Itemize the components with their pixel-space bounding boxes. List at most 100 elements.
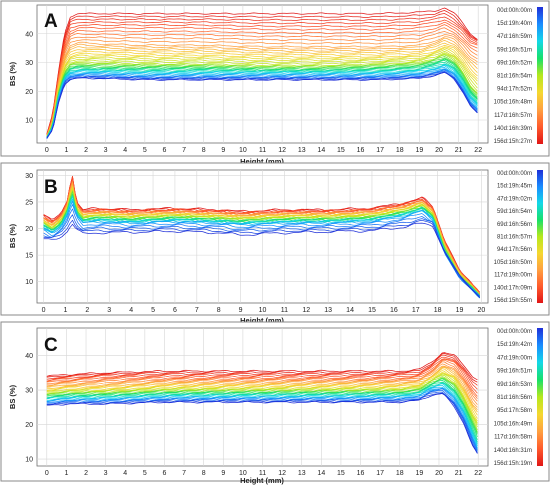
x-tick-label: 3 <box>107 307 111 314</box>
panel-a-x-axis-title: Height (mm) <box>240 157 284 166</box>
x-tick-label: 7 <box>182 470 186 477</box>
x-tick-label: 9 <box>239 307 243 314</box>
x-tick-label: 16 <box>357 147 365 154</box>
x-tick-label: 19 <box>456 307 464 314</box>
x-tick-label: 8 <box>202 470 206 477</box>
series-line <box>46 24 478 136</box>
x-tick-label: 9 <box>221 147 225 154</box>
legend-label: 59d:16h:51m <box>497 47 532 53</box>
x-tick-label: 16 <box>390 307 398 314</box>
legend-label: 156d:15h:55m <box>494 298 532 304</box>
x-tick-label: 1 <box>64 307 68 314</box>
series-line <box>46 45 478 138</box>
y-tick-label: 20 <box>25 89 33 96</box>
legend-label: 140d:17h:09m <box>494 285 532 291</box>
x-tick-label: 18 <box>396 147 404 154</box>
x-tick-label: 8 <box>217 307 221 314</box>
series-line <box>43 191 480 296</box>
panel-a-y-ticks: 10 20 30 40 <box>25 31 33 124</box>
series-line <box>46 13 478 135</box>
panel-b-y-ticks: 10 15 20 25 30 <box>25 173 33 286</box>
panel-c-y-axis-title: BS (%) <box>8 384 17 409</box>
x-tick-label: 11 <box>259 470 266 477</box>
x-tick-label: 20 <box>478 307 486 314</box>
legend-label: 69d:16h:53m <box>497 382 532 388</box>
series-line <box>43 195 480 297</box>
x-tick-label: 18 <box>396 470 404 477</box>
legend-label: 47d:19h:00m <box>497 355 532 361</box>
x-tick-label: 2 <box>84 147 88 154</box>
series-line <box>46 359 478 399</box>
series-line <box>46 54 478 137</box>
x-tick-label: 10 <box>239 470 247 477</box>
legend-label: 81d:16h:54m <box>497 74 532 80</box>
x-tick-label: 16 <box>357 470 365 477</box>
series-line <box>46 58 478 138</box>
series-line <box>46 52 478 138</box>
x-tick-label: 12 <box>278 470 286 477</box>
y-tick-label: 40 <box>25 353 33 360</box>
legend-label: 00d:00h:00m <box>497 8 532 14</box>
y-tick-label: 20 <box>25 422 33 429</box>
series-line <box>46 31 478 137</box>
y-tick-label: 25 <box>25 199 33 206</box>
series-line <box>46 377 478 432</box>
series-line <box>46 34 478 137</box>
panel-b-colorbar <box>537 170 543 303</box>
x-tick-label: 3 <box>104 147 108 154</box>
panel-c-series <box>46 352 478 454</box>
x-tick-label: 15 <box>337 147 345 154</box>
x-tick-label: 6 <box>173 307 177 314</box>
series-line <box>46 46 478 137</box>
legend-label: 105d:16h:50m <box>494 260 532 266</box>
series-line <box>43 196 480 296</box>
legend-label: 156d:15h:19m <box>494 461 532 467</box>
legend-label: 140d:16h:31m <box>494 448 532 454</box>
series-line <box>46 363 478 405</box>
x-tick-label: 13 <box>298 470 306 477</box>
legend-label: 94d:17h:52m <box>497 87 532 93</box>
panel-b-x-ticks: 0 1 2 3 4 5 6 7 8 9 10 11 12 13 14 15 16 17 18 19 20 <box>42 307 486 314</box>
legend-label: 59d:16h:54m <box>497 209 532 215</box>
series-line <box>46 354 478 386</box>
series-line <box>46 372 478 422</box>
panel-a-x-ticks: 0 1 2 3 4 5 6 7 8 9 10 11 12 13 14 15 16 17 18 19 20 21 22 <box>45 147 482 154</box>
x-tick-label: 3 <box>104 470 108 477</box>
panel-c-letter: C <box>44 335 58 356</box>
panel-c-x-axis-title: Height (mm) <box>240 476 284 485</box>
series-line <box>43 219 480 299</box>
x-tick-label: 7 <box>195 307 199 314</box>
series-line <box>43 181 480 295</box>
panel-c-legend: 00d:00h:00m 15d:19h:42m 47d:19h:00m 59d:16h… <box>494 329 532 467</box>
series-line <box>46 370 478 419</box>
legend-label: 117d:19h:00m <box>494 273 532 279</box>
x-tick-label: 19 <box>415 147 423 154</box>
series-line <box>43 175 480 293</box>
x-tick-label: 17 <box>376 147 384 154</box>
x-tick-label: 0 <box>45 147 49 154</box>
y-tick-label: 30 <box>25 388 33 395</box>
panel-b-series <box>43 175 481 299</box>
x-tick-label: 8 <box>202 147 206 154</box>
y-tick-label: 10 <box>25 279 33 286</box>
series-line <box>43 177 480 293</box>
series-line <box>46 72 478 138</box>
legend-label: 15d:19h:40m <box>497 21 532 27</box>
series-line <box>43 214 480 297</box>
x-tick-label: 10 <box>259 307 267 314</box>
series-line <box>46 359 478 397</box>
x-tick-label: 22 <box>474 470 482 477</box>
y-tick-label: 30 <box>25 173 33 180</box>
series-line <box>46 49 478 138</box>
x-tick-label: 7 <box>182 147 186 154</box>
series-line <box>43 222 480 298</box>
legend-label: 69d:16h:56m <box>497 222 532 228</box>
x-tick-label: 5 <box>143 147 147 154</box>
series-line <box>46 68 478 139</box>
series-line <box>46 42 478 138</box>
series-line <box>46 21 478 137</box>
legend-label: 81d:16h:57m <box>497 235 532 241</box>
series-line <box>46 56 478 138</box>
x-tick-label: 20 <box>435 470 443 477</box>
